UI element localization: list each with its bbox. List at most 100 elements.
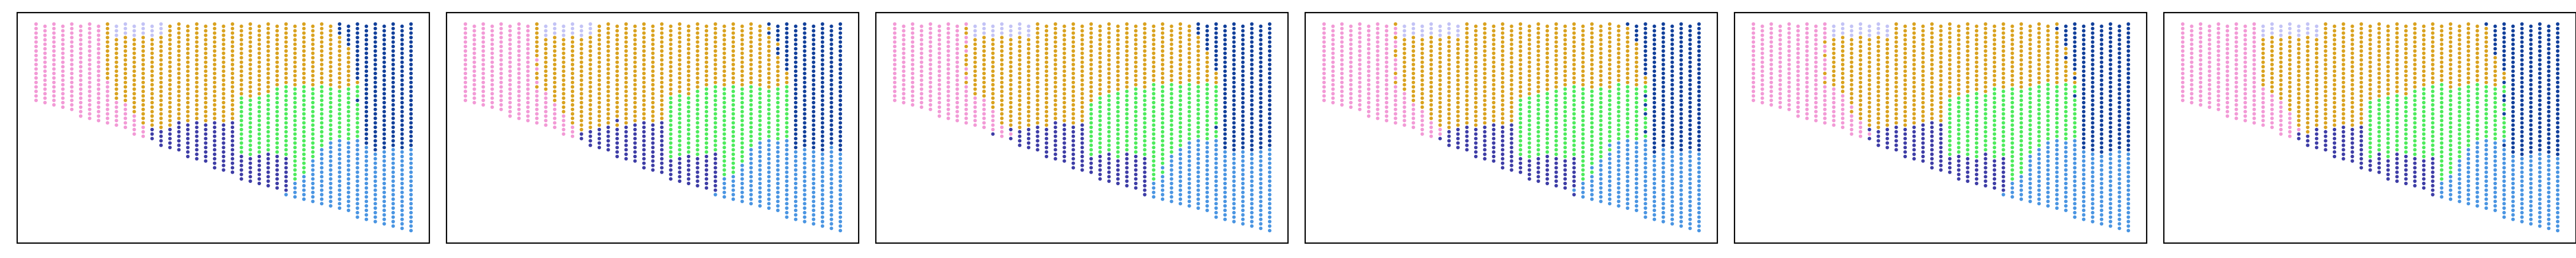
spot-green bbox=[302, 107, 306, 111]
spot-pink bbox=[52, 26, 56, 30]
spot-sky bbox=[329, 154, 333, 159]
spot-indigo bbox=[1125, 161, 1129, 165]
spot-navy bbox=[373, 121, 377, 125]
spot-gold bbox=[1152, 42, 1156, 46]
spot-gold bbox=[1045, 73, 1049, 78]
spot-gold bbox=[1500, 49, 1504, 53]
spot-pink bbox=[52, 58, 56, 62]
spot-gold bbox=[696, 85, 700, 89]
spot-sky bbox=[812, 186, 816, 190]
spot-gold bbox=[579, 114, 583, 118]
spot-green bbox=[355, 107, 359, 111]
spot-navy bbox=[373, 40, 377, 44]
spot-sky bbox=[1267, 161, 1272, 165]
spot-gold bbox=[624, 107, 628, 111]
spot-gold bbox=[150, 105, 154, 109]
spot-gold bbox=[1563, 60, 1567, 64]
spot-green bbox=[1170, 127, 1174, 132]
spot-gold bbox=[535, 40, 539, 44]
spot-navy bbox=[838, 99, 843, 103]
spot-gold bbox=[1438, 92, 1442, 96]
spot-gold bbox=[1160, 80, 1164, 84]
spot-gold bbox=[1563, 24, 1567, 28]
spot-green bbox=[248, 139, 252, 143]
spot-gold bbox=[231, 89, 235, 93]
spot-gold bbox=[1053, 99, 1057, 103]
spot-pink bbox=[1340, 85, 1344, 89]
spot-gold bbox=[615, 73, 619, 78]
spot-gold bbox=[1554, 62, 1558, 67]
spot-green bbox=[1116, 154, 1120, 159]
spot-green bbox=[1178, 121, 1183, 125]
spot-indigo bbox=[168, 136, 172, 140]
spot-gold bbox=[177, 94, 181, 98]
spot-pink bbox=[463, 99, 468, 103]
spot-navy bbox=[1250, 89, 1254, 93]
spot-indigo bbox=[651, 146, 655, 150]
spot-green bbox=[678, 116, 682, 120]
spot-gold bbox=[973, 92, 977, 96]
spot-sky bbox=[749, 193, 753, 197]
spot-gold bbox=[195, 49, 199, 53]
spot-gold bbox=[597, 105, 601, 109]
spot-indigo bbox=[1071, 143, 1075, 147]
spot-gold bbox=[212, 107, 216, 111]
spot-gold bbox=[749, 53, 753, 57]
spot-sky bbox=[391, 183, 395, 187]
spot-gold bbox=[311, 51, 315, 55]
spot-gold bbox=[284, 80, 288, 84]
spot-gold bbox=[222, 114, 226, 118]
spot-indigo bbox=[204, 146, 208, 150]
spot-pink bbox=[78, 60, 83, 64]
spot-navy bbox=[1223, 42, 1227, 46]
spot-pink bbox=[70, 94, 74, 98]
spot-sky bbox=[338, 179, 342, 183]
spot-gold bbox=[1500, 45, 1504, 49]
spot-gold bbox=[562, 105, 566, 109]
spot-green bbox=[1143, 116, 1147, 120]
spot-green bbox=[705, 146, 709, 150]
spot-gold bbox=[293, 24, 297, 28]
spot-navy bbox=[793, 29, 798, 33]
spot-navy bbox=[838, 45, 843, 49]
spot-gold bbox=[1062, 114, 1066, 118]
spot-gold bbox=[1053, 112, 1057, 116]
spot-gold bbox=[1071, 80, 1075, 84]
spot-gold bbox=[1026, 42, 1030, 46]
spot-gold bbox=[579, 69, 583, 73]
spot-navy bbox=[1267, 72, 1272, 76]
spot-green bbox=[346, 132, 350, 136]
spot-navy bbox=[838, 72, 843, 76]
spot-gold bbox=[678, 40, 682, 44]
spot-gold bbox=[329, 42, 333, 46]
spot-gold bbox=[579, 100, 583, 105]
spot-navy bbox=[400, 141, 404, 145]
spot-gold bbox=[1080, 92, 1084, 96]
spot-indigo bbox=[1474, 150, 1478, 154]
spot-green bbox=[758, 119, 762, 123]
spot-green bbox=[1536, 126, 1540, 130]
spot-pink bbox=[892, 99, 897, 103]
spot-green bbox=[293, 168, 297, 172]
spot-navy bbox=[1259, 136, 1263, 140]
spot-green bbox=[1170, 96, 1174, 100]
spot-pink bbox=[892, 85, 897, 89]
spot-sky bbox=[409, 210, 413, 214]
spot-gold bbox=[973, 69, 977, 73]
spot-navy bbox=[1250, 72, 1254, 76]
spot-green bbox=[266, 148, 270, 152]
spot-green bbox=[740, 146, 744, 150]
spot-green bbox=[319, 126, 324, 130]
spot-green bbox=[1160, 112, 1164, 116]
spot-sky bbox=[364, 163, 369, 167]
spot-sky bbox=[785, 179, 789, 183]
spot-gold bbox=[1009, 100, 1013, 105]
spot-green bbox=[1178, 139, 1183, 143]
spot-gold bbox=[231, 67, 235, 71]
spot-navy bbox=[838, 89, 843, 93]
spot-gold bbox=[338, 72, 342, 76]
spot-sky bbox=[319, 197, 324, 201]
spot-green bbox=[266, 139, 270, 143]
spot-gold bbox=[1500, 31, 1504, 35]
spot-green bbox=[248, 121, 252, 125]
